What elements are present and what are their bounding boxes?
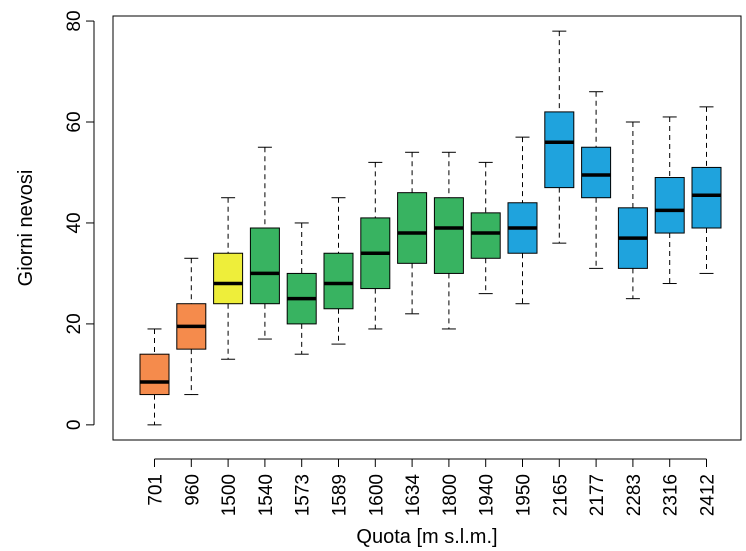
box-1600 [360,161,391,330]
iqr-box [691,166,722,229]
x-tick-label: 1573 [293,474,314,516]
iqr-box [433,197,464,274]
y-tick-label: 20 [64,313,85,334]
iqr-box [654,177,685,234]
box-1634 [397,151,428,315]
x-tick-label: 1800 [440,474,461,516]
x-tick-label: 701 [146,474,167,506]
x-axis-label: Quota [m s.l.m.] [356,526,497,548]
box-2283 [617,121,648,300]
x-tick-label: 2165 [550,474,571,516]
x-axis: 701 960 1500 1540 1573 1589 1600 1634 1800 1940 19… [146,458,719,517]
x-tick-label: 2177 [587,474,608,516]
plot-frame [112,15,742,441]
y-axis-label: Giorni nevosi [15,170,37,287]
box-1950 [507,136,538,305]
box-1573 [286,222,317,355]
x-tick-label: 1940 [477,474,498,516]
iqr-box [397,192,428,264]
x-tick-label: 1589 [330,474,351,516]
box-1540 [249,146,280,340]
x-tick-label: 2412 [698,474,719,516]
iqr-box [581,146,612,199]
box-2165 [544,30,575,244]
box-1500 [213,197,244,360]
y-tick-label: 60 [64,111,85,132]
box-1589 [323,197,354,345]
box-701 [139,328,170,426]
x-tick-label: 2316 [661,474,682,516]
x-tick-label: 1600 [366,474,387,516]
x-tick-label: 1540 [256,474,277,516]
y-tick-label: 80 [64,10,85,31]
x-tick-label: 1634 [403,474,424,517]
iqr-box [139,353,170,396]
y-axis: 0 20 40 60 80 [64,10,95,431]
box-1940 [470,161,501,295]
x-tick-label: 960 [182,474,203,506]
box-2316 [654,116,685,285]
x-tick-label: 2283 [624,474,645,516]
y-tick-label: 0 [64,420,85,431]
iqr-box [249,227,280,305]
iqr-box [213,252,244,305]
box-1800 [433,151,464,330]
y-tick-label: 40 [64,212,85,233]
box-960 [176,257,207,396]
iqr-box [470,212,501,259]
x-tick-label: 1950 [514,474,535,516]
iqr-box [323,252,354,310]
iqr-box [544,111,575,189]
box-2412 [691,106,722,274]
x-tick-label: 1500 [219,474,240,516]
box-2177 [581,91,612,269]
box-series [139,30,722,426]
